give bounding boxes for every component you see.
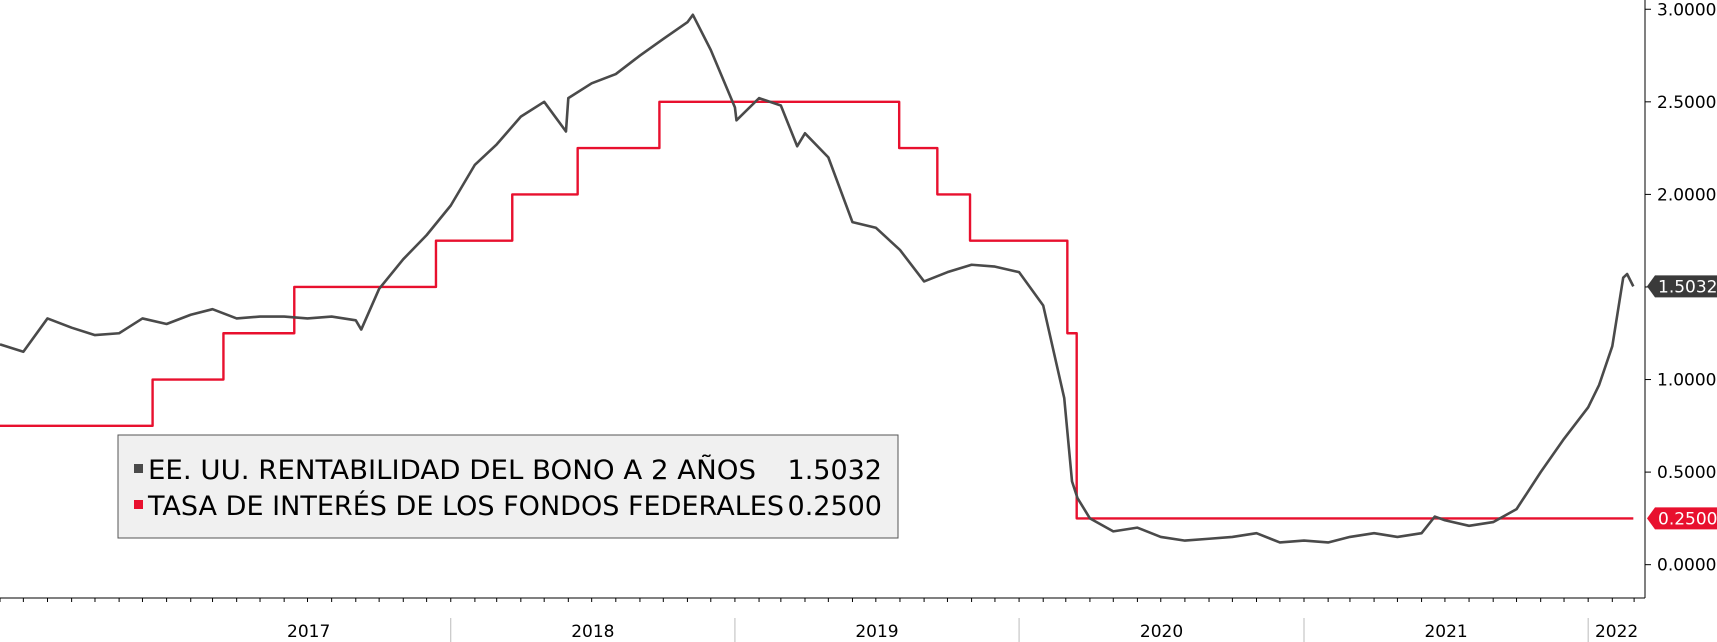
x-axis: 2017 2018 2019 2020 2021 2022 (0, 597, 1645, 642)
legend-value-fedfunds: 0.2500 (788, 491, 882, 522)
y-tick-label: 2.5000 (1657, 93, 1716, 113)
y-tick-label: 0.0000 (1657, 556, 1716, 576)
x-tick-label: 2017 (287, 622, 330, 642)
legend: EE. UU. RENTABILIDAD DEL BONO A 2 AÑOS 1… (117, 434, 899, 539)
legend-label-yield: EE. UU. RENTABILIDAD DEL BONO A 2 AÑOS (148, 454, 756, 486)
legend-swatch-yield (134, 464, 143, 473)
y-tick-label: 1.0000 (1657, 371, 1716, 391)
x-tick-label: 2019 (855, 622, 898, 642)
legend-swatch-fedfunds (134, 500, 143, 509)
legend-box (117, 434, 899, 539)
legend-value-yield: 1.5032 (788, 455, 882, 486)
callout-fedfunds (1647, 507, 1717, 530)
callout-yield (1647, 275, 1717, 298)
callout-label-yield: 1.5032 (1658, 277, 1717, 297)
y-tick-label: 2.0000 (1657, 185, 1716, 205)
legend-label-fedfunds: TASA DE INTERÉS DE LOS FONDOS FEDERALES (147, 490, 784, 522)
callout-label-fedfunds: 0.2500 (1658, 509, 1717, 529)
x-tick-label: 2020 (1140, 622, 1183, 642)
x-tick-label: 2018 (571, 622, 614, 642)
y-tick-label: 0.5000 (1657, 463, 1716, 483)
series-line-fedfunds (0, 100, 1634, 520)
y-tick-label: 3.0000 (1657, 0, 1716, 20)
series-line-yield (0, 13, 1635, 544)
x-tick-label: 2022 (1595, 622, 1638, 642)
x-tick-label: 2021 (1424, 622, 1467, 642)
